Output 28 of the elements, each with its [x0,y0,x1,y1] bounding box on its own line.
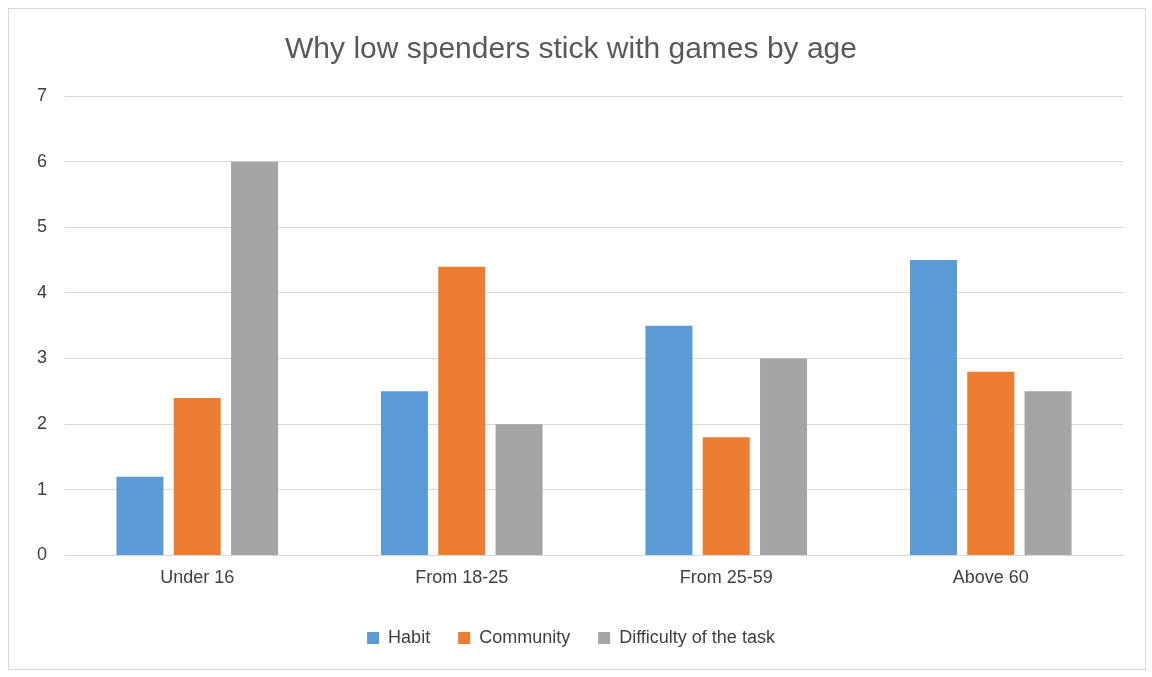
bar [495,424,543,555]
bar [380,391,428,555]
x-tick-label: Under 16 [160,567,235,588]
bar [116,476,164,555]
x-tick-label: From 18-25 [415,567,509,588]
y-tick-label: 4 [37,281,48,302]
legend-label: Difficulty of the task [619,626,776,647]
legend-label: Habit [388,626,431,647]
y-tick-label: 0 [37,544,48,565]
bar [760,358,808,555]
bar [645,325,693,555]
y-tick-label: 2 [37,413,48,434]
y-tick-label: 7 [37,84,48,105]
bar [231,161,279,555]
bar [1024,391,1072,555]
bar [967,371,1015,555]
bar [909,260,957,555]
y-tick-label: 5 [37,216,48,237]
legend-label: Community [479,626,571,647]
x-tick-label: From 25-59 [679,567,773,588]
y-tick-label: 1 [37,478,48,499]
chart-title: Why low spenders stick with games by age [285,31,857,65]
bar [438,266,486,555]
x-tick-label: Above 60 [952,567,1029,588]
y-tick-label: 3 [37,347,48,368]
bar [173,397,221,555]
y-tick-label: 6 [37,150,48,171]
bar [702,437,750,555]
